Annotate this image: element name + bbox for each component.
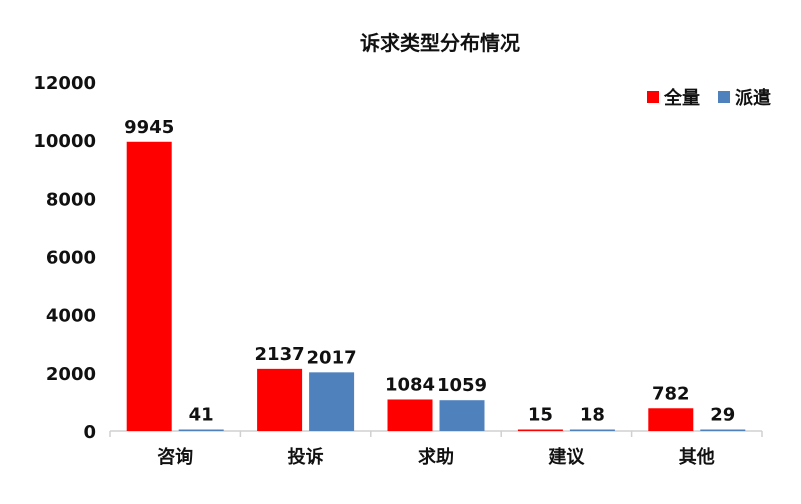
x-tick-label: 建议 (548, 446, 585, 468)
bar-派遣-投诉 (309, 372, 355, 431)
data-label: 41 (189, 405, 214, 426)
y-tick-label: 4000 (46, 306, 96, 327)
chart-title: 诉求类型分布情况 (360, 31, 520, 55)
y-axis: 0 2000 4000 6000 8000 10000 12000 (33, 73, 96, 443)
data-label: 15 (528, 405, 553, 426)
x-tick-label: 求助 (418, 446, 454, 468)
legend: 全量 派遣 (647, 87, 771, 109)
y-tick-label: 12000 (33, 73, 96, 94)
y-tick-label: 2000 (46, 364, 96, 385)
bar-派遣-咨询 (178, 429, 224, 431)
data-label: 1084 (385, 374, 435, 395)
legend-label: 派遣 (735, 87, 771, 109)
y-tick-label: 8000 (46, 189, 96, 210)
bar-派遣-建议 (569, 429, 615, 431)
bar-全量-建议 (517, 429, 563, 431)
x-tick-label: 投诉 (288, 446, 324, 468)
y-tick-label: 10000 (33, 131, 96, 152)
data-label: 1059 (437, 375, 487, 396)
legend-label: 全量 (663, 87, 700, 109)
x-tick-label: 其他 (679, 446, 715, 468)
y-tick-label: 0 (83, 422, 96, 443)
bar-全量-求助 (387, 399, 433, 431)
legend-swatch (647, 91, 659, 103)
bar-series-group: 9945 41 2137 2017 1084 1059 15 18 782 29 (124, 117, 746, 432)
data-label: 2017 (307, 347, 357, 368)
bar-全量-咨询 (126, 141, 172, 432)
bar-派遣-求助 (439, 400, 485, 431)
x-tick-label: 咨询 (157, 446, 193, 468)
data-label: 18 (580, 405, 605, 426)
x-axis: 咨询 投诉 求助 建议 其他 (109, 430, 763, 468)
bar-全量-其他 (648, 408, 694, 431)
y-tick-label: 6000 (46, 248, 96, 269)
bar-全量-投诉 (257, 368, 303, 431)
data-label: 9945 (124, 117, 174, 138)
data-label: 782 (652, 383, 690, 404)
data-label: 29 (710, 405, 735, 426)
bar-派遣-其他 (700, 429, 746, 431)
data-label: 2137 (255, 344, 305, 365)
legend-swatch (718, 91, 730, 103)
